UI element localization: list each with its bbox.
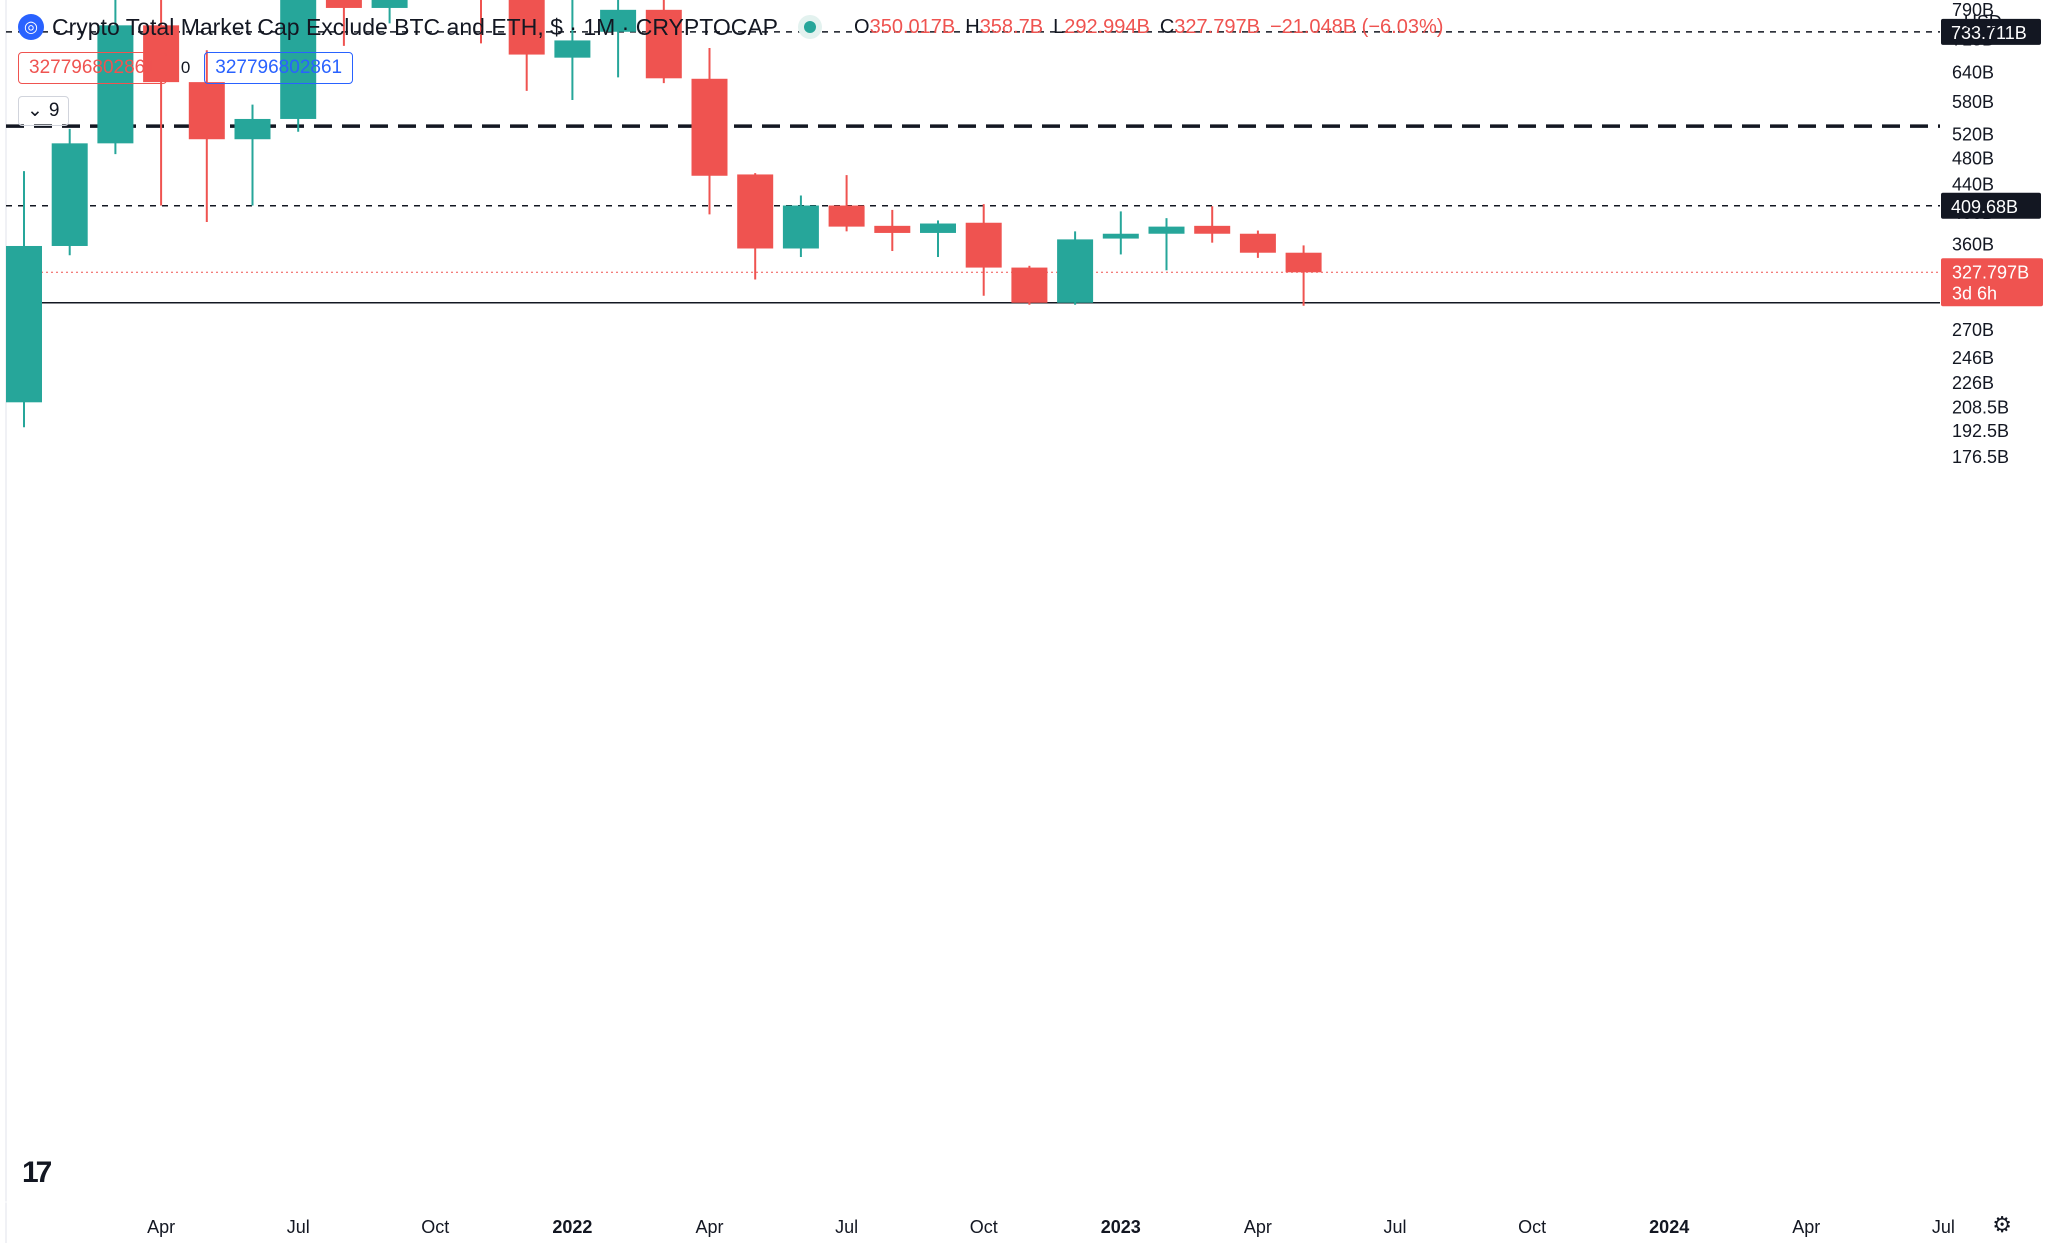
x-tick-label: Oct — [970, 1217, 998, 1237]
x-tick-label: Apr — [147, 1217, 175, 1237]
x-tick-label: Jul — [1932, 1217, 1955, 1237]
x-tick-label: Oct — [1518, 1217, 1546, 1237]
indicator-count: 9 — [48, 100, 60, 121]
candle-body-2021-02 — [51, 143, 88, 246]
line-price-tag — [1941, 18, 2041, 45]
zero-value: 0 — [180, 58, 191, 77]
currency-label: USD — [1963, 12, 2002, 32]
high-value: 358.7B — [979, 15, 1044, 38]
close-value: 327.797B — [1174, 15, 1260, 38]
candle-body-2021-12 — [508, 0, 545, 55]
y-tick-label: 580B — [1952, 92, 1994, 112]
candle-body-2021-03 — [97, 25, 134, 144]
high-label: H — [965, 15, 980, 38]
line-price-tag — [1941, 192, 2041, 219]
chart-header: ◎ Crypto Total Market Cap Exclude BTC an… — [18, 12, 1443, 42]
cryptocap-logo-icon: ◎ — [18, 14, 44, 40]
y-tick-label: 440B — [1952, 174, 1994, 194]
candle-body-2021-08 — [325, 0, 362, 8]
open-value: 350.017B — [869, 15, 956, 38]
line-price-tag-label: 409.68B — [1951, 197, 2018, 217]
current-price-tag — [1941, 258, 2043, 307]
current-price-label: 327.797B — [1952, 262, 2029, 282]
line-price-tag-label: 733.711B — [1951, 23, 2027, 43]
y-tick-label: 226B — [1952, 373, 1994, 393]
low-value: 292.994B — [1064, 15, 1150, 38]
x-tick-label: Apr — [695, 1217, 723, 1237]
candle-body-2023-02 — [1148, 226, 1185, 234]
symbol-title[interactable]: Crypto Total Market Cap Exclude BTC and … — [52, 13, 779, 40]
low-label: L — [1053, 15, 1065, 38]
value-input-a[interactable]: 327796802861 — [18, 52, 167, 84]
candle-body-2022-10 — [965, 222, 1002, 268]
open-label: O — [854, 15, 870, 38]
value-input-b[interactable]: 327796802861 — [204, 52, 354, 84]
collapse-indicators-button[interactable]: ⌄ 9 — [18, 96, 69, 126]
countdown-label: 3d 6h — [1952, 283, 1997, 303]
market-status-icon[interactable] — [804, 21, 817, 33]
close-label: C — [1159, 15, 1175, 38]
y-tick-label: 790B — [1952, 0, 1994, 20]
y-tick-label: 270B — [1952, 320, 1994, 340]
candle-body-2022-02 — [600, 9, 637, 32]
candle-body-2022-08 — [874, 225, 911, 233]
indicator-inputs: 327796802861 0 327796802861 — [18, 52, 354, 84]
candle-body-2022-11 — [1011, 267, 1048, 303]
x-tick-label: Apr — [1792, 1217, 1820, 1237]
candle-body-2021-04 — [143, 25, 180, 83]
x-tick-label: Jul — [1383, 1217, 1406, 1237]
x-tick-label: 2023 — [1101, 1217, 1141, 1237]
candle-body-2022-12 — [1057, 239, 1094, 303]
change-value: −21.048B (−6.03%) — [1269, 15, 1444, 38]
candle-body-2022-04 — [691, 78, 728, 176]
candle-body-2022-03 — [645, 9, 682, 79]
candle-body-2022-05 — [737, 174, 774, 249]
y-tick-label: 246B — [1952, 348, 1994, 368]
y-tick-label: 480B — [1952, 148, 1994, 168]
y-tick-label: 208.5B — [1952, 397, 2009, 417]
y-tick-label: 520B — [1952, 125, 1994, 145]
candle-body-2021-05 — [188, 82, 225, 140]
candle-body-2022-06 — [782, 205, 819, 249]
x-tick-label: Apr — [1244, 1217, 1272, 1237]
y-tick-label: 640B — [1952, 63, 1994, 83]
candle-body-2023-01 — [1102, 233, 1139, 239]
candle-body-2023-03 — [1194, 225, 1231, 234]
candle-body-2022-09 — [920, 223, 956, 233]
candle-body-2021-09 — [371, 0, 408, 8]
y-tick-label: 192.5B — [1952, 421, 2009, 441]
chevron-down-icon: ⌄ — [27, 100, 43, 121]
x-tick-label: Oct — [421, 1217, 449, 1237]
gear-icon[interactable]: ⚙ — [1992, 1212, 2012, 1237]
chevron-down-icon: ⌄ — [2006, 12, 2022, 32]
currency-selector[interactable]: USD ⌄ — [1964, 12, 2022, 33]
candle-body-2021-07 — [280, 0, 317, 119]
ohlc-legend: O 350.017B H 358.7B L 292.994B C 327.797B −2… — [844, 16, 1443, 39]
tradingview-logo-icon[interactable]: 17 — [22, 1156, 52, 1189]
candle-body-2022-07 — [828, 205, 865, 227]
candle-body-2021-01 — [6, 245, 42, 403]
x-tick-label: 2024 — [1649, 1217, 1689, 1237]
x-tick-label: Jul — [835, 1217, 858, 1237]
y-tick-label: 360B — [1952, 234, 1994, 254]
candle-body-2022-01 — [554, 40, 591, 58]
x-tick-label: Jul — [287, 1217, 310, 1237]
y-tick-label: 176.5B — [1952, 447, 2009, 467]
candle-body-2023-04 — [1239, 233, 1276, 253]
candle-body-2023-05 — [1285, 252, 1322, 273]
x-tick-label: 2022 — [552, 1217, 592, 1237]
candle-body-2021-06 — [234, 118, 271, 140]
